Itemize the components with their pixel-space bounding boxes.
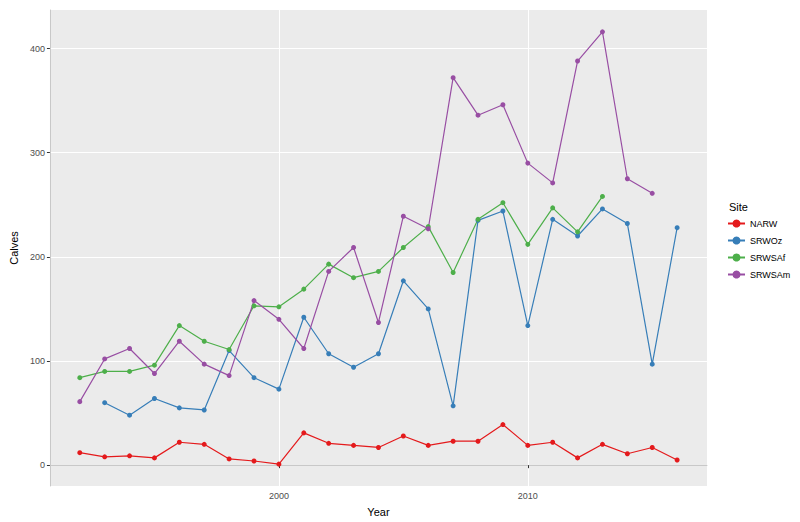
svg-text:SRWSAf: SRWSAf	[750, 253, 786, 263]
svg-text:400: 400	[30, 44, 45, 54]
svg-text:SRWOz: SRWOz	[750, 236, 783, 246]
svg-text:300: 300	[30, 148, 45, 158]
svg-text:Year: Year	[367, 506, 390, 518]
svg-text:Calves: Calves	[8, 231, 20, 265]
svg-text:NARW: NARW	[750, 219, 778, 229]
svg-text:100: 100	[30, 356, 45, 366]
svg-text:2000: 2000	[269, 491, 289, 501]
svg-text:Site: Site	[729, 201, 748, 213]
svg-text:200: 200	[30, 252, 45, 262]
svg-text:2010: 2010	[518, 491, 538, 501]
svg-text:SRWSAm: SRWSAm	[750, 270, 790, 280]
svg-text:0: 0	[40, 460, 45, 470]
